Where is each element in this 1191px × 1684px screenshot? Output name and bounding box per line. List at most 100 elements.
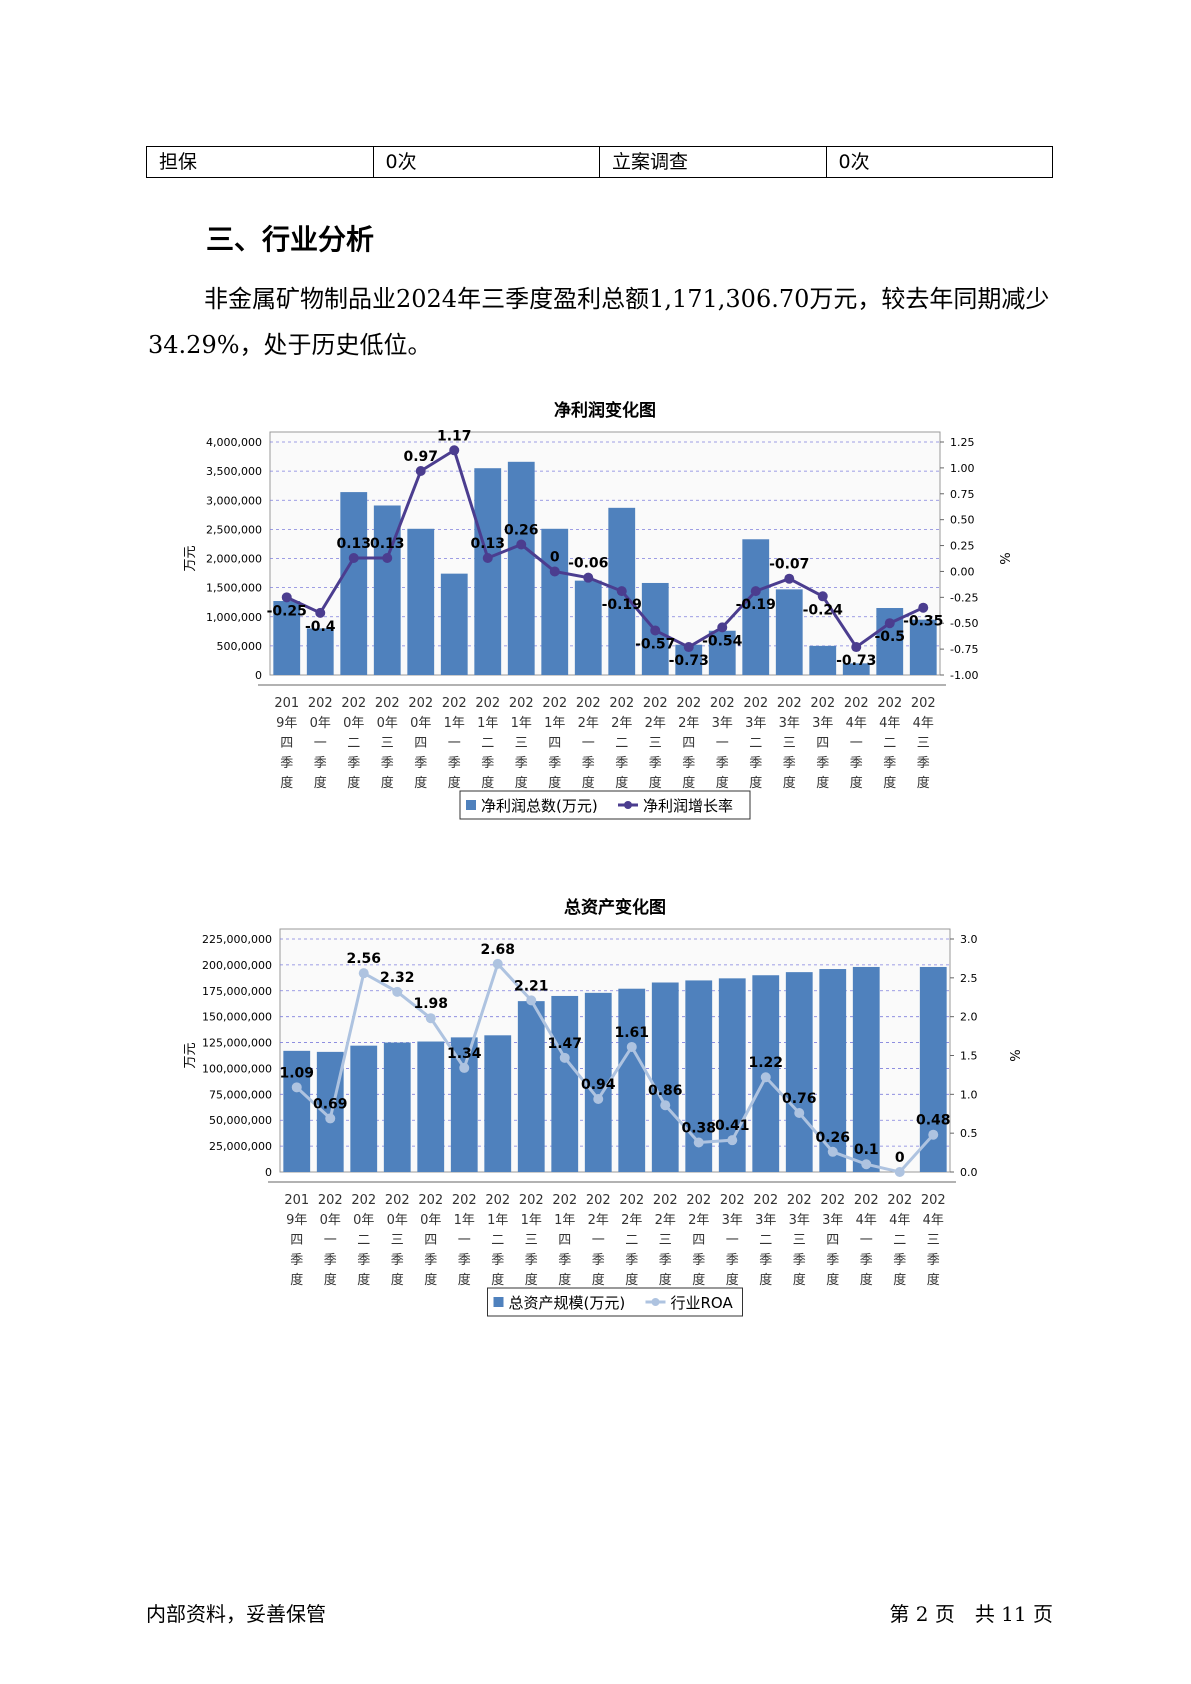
table-cell: 立案调查 [600,147,827,177]
line-point [516,539,527,550]
bar [440,573,468,675]
x-tick-label: 202 3年一季度 [720,1193,745,1288]
line-point [794,1107,805,1118]
legend-line-marker [651,1298,660,1306]
data-label: 0 [550,549,560,565]
y2-tick-label: -1.00 [950,669,978,682]
data-label: 2.56 [346,951,381,967]
data-label: -0.06 [568,556,608,572]
line-point [918,602,929,613]
x-tick-label: 201 9年四季度 [284,1193,309,1288]
data-label: -0.24 [803,602,844,618]
data-label: 0.26 [504,523,539,539]
bar [775,589,803,675]
line-point [281,592,292,603]
y2-axis-label: % [1006,1049,1021,1061]
x-tick-label: 202 1年二季度 [485,1193,510,1288]
data-label: 0 [895,1150,905,1166]
y-axis-label: 万元 [183,1042,198,1068]
x-tick-label: 202 3年一季度 [710,696,735,791]
line-point [392,986,403,997]
x-tick-label: 202 2年二季度 [619,1193,644,1288]
data-label: 1.22 [748,1055,783,1071]
data-label: 0.97 [403,449,438,465]
bar [383,1042,411,1172]
data-label: -0.07 [769,557,809,573]
y-tick-label: 2,000,000 [206,553,262,566]
x-tick-label: 202 3年二季度 [753,1193,778,1288]
bar [551,995,579,1172]
line-point [559,1052,570,1063]
y2-tick-label: 1.00 [950,462,975,475]
plot-area [269,431,941,676]
y-tick-label: 3,000,000 [206,494,262,507]
line-point [358,968,369,979]
y2-tick-label: -0.25 [950,591,978,604]
y-tick-label: 3,500,000 [206,465,262,478]
data-label: -0.73 [669,653,709,669]
x-tick-label: 202 2年四季度 [686,1193,711,1288]
data-label: 0.86 [648,1083,683,1099]
bar [785,972,813,1172]
data-label: 1.98 [413,996,448,1012]
y-tick-label: 200,000,000 [202,959,272,972]
line-point [760,1072,771,1083]
line-point [650,625,661,636]
bar [484,1035,512,1172]
data-label: 0.13 [336,536,371,552]
x-tick-label: 202 3年四季度 [820,1193,845,1288]
bar [450,1037,478,1172]
bar [474,468,502,675]
y2-tick-label: 3.0 [960,933,978,946]
data-label: 0.69 [313,1096,348,1112]
y-tick-label: 0 [255,669,262,682]
line-point [348,552,359,563]
data-label: -0.5 [874,629,905,645]
data-label: 2.32 [380,970,415,986]
line-point [325,1113,336,1124]
y-tick-label: 75,000,000 [209,1088,272,1101]
bar [708,630,736,675]
bar [919,966,947,1172]
line-point [583,572,594,583]
y2-tick-label: 0.0 [960,1166,978,1179]
table-cell: 0次 [374,147,600,177]
y-tick-label: 2,500,000 [206,523,262,536]
legend-box [459,790,751,820]
x-tick-label: 202 4年二季度 [877,696,902,791]
legend-box [487,1287,743,1317]
bar [618,988,646,1172]
line-point [459,1062,470,1073]
x-tick-label: 201 9年四季度 [274,696,299,791]
x-tick-label: 202 1年二季度 [475,696,500,791]
y2-tick-label: 2.0 [960,1011,978,1024]
line-point [315,607,326,618]
data-label: 0.41 [715,1118,750,1134]
x-tick-label: 202 1年三季度 [509,696,534,791]
legend-bar-swatch [493,1297,504,1307]
bar [273,601,301,675]
data-label: 0.13 [470,536,505,552]
x-tick-label: 202 4年一季度 [854,1193,879,1288]
line-point [291,1082,302,1093]
legend-label: 总资产规模(万元) [509,1294,626,1312]
line-point [382,552,393,563]
y-tick-label: 500,000 [217,640,263,653]
data-label: 0.94 [581,1077,616,1093]
y2-tick-label: -0.50 [950,617,978,630]
y2-tick-label: 0.5 [960,1127,978,1140]
data-label: 0.38 [681,1120,716,1136]
footer-page-number: 第 2 页 共 11 页 [889,1602,1053,1626]
y-tick-label: 1,500,000 [206,582,262,595]
data-label: -0.57 [635,636,675,652]
line-point [425,1013,436,1024]
y2-tick-label: 1.25 [950,436,975,449]
line-point [784,573,795,584]
bar [819,969,847,1172]
chart-title: 总资产变化图 [564,897,666,918]
y2-tick-label: 0.50 [950,514,975,527]
x-tick-label: 202 0年一季度 [318,1193,343,1288]
x-tick-label: 202 1年一季度 [442,696,467,791]
legend-label: 行业ROA [671,1294,734,1312]
line-point [894,1167,905,1177]
